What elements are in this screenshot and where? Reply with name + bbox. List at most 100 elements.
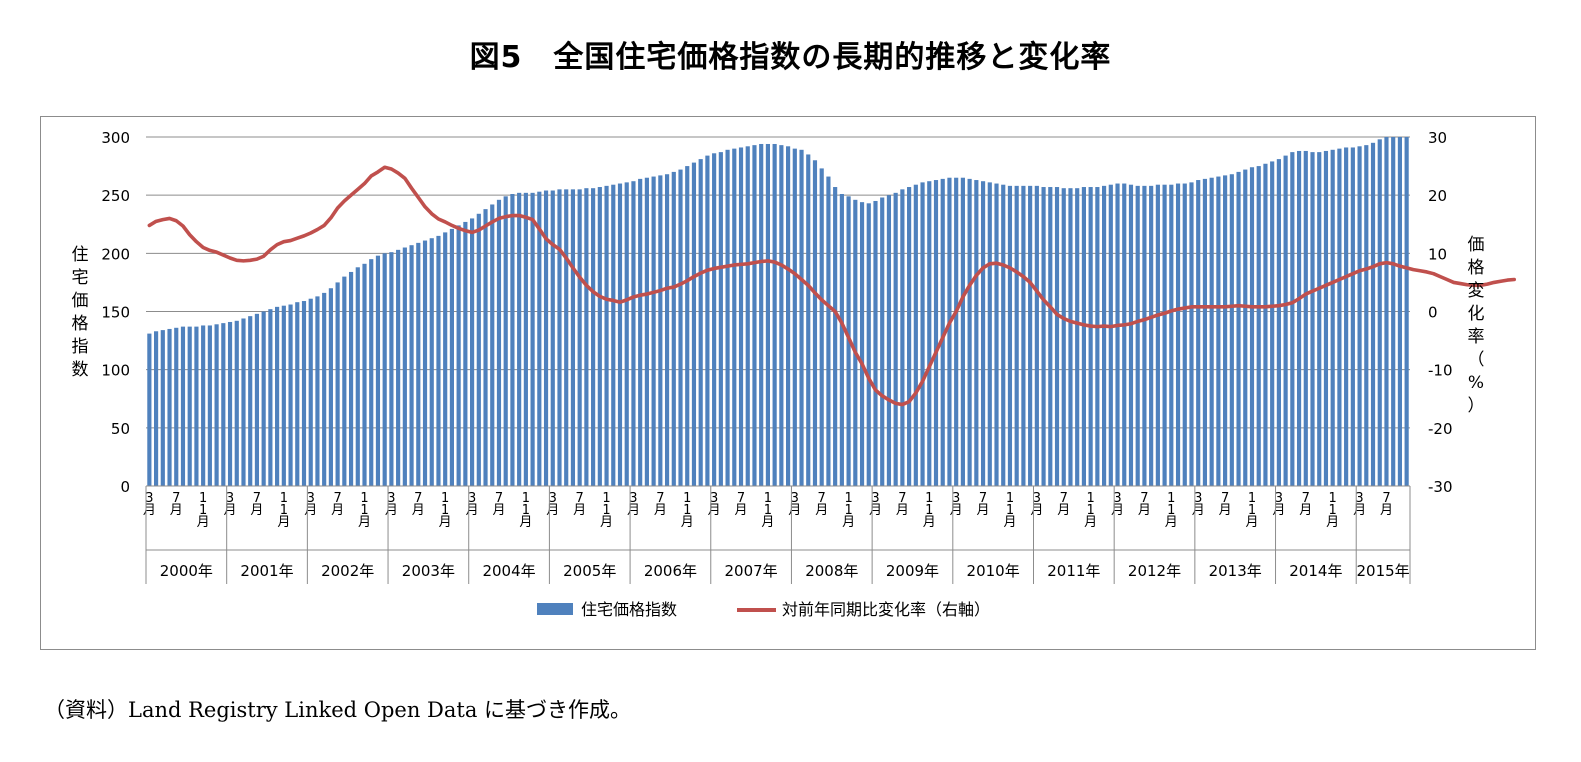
x-axis: 3月7月11月2000年3月7月11月2001年3月7月11月2002年3月7月… [143, 485, 1411, 584]
bar [248, 316, 253, 486]
bar [154, 331, 159, 486]
bar [705, 155, 710, 486]
month-label: 7月 [977, 491, 990, 518]
month-label-char: 月 [1003, 515, 1016, 530]
month-label: 11月 [923, 491, 936, 530]
bar [510, 194, 515, 486]
month-label-char: 月 [385, 503, 398, 518]
bar [974, 180, 979, 486]
bar [261, 311, 266, 486]
month-label-char: 3 [1113, 491, 1121, 506]
bar [947, 177, 952, 486]
month-label-char: 1 [764, 491, 772, 506]
bar [1001, 184, 1006, 487]
bar [873, 200, 878, 486]
bar [268, 309, 273, 486]
bar [1249, 167, 1255, 486]
bar [180, 326, 186, 486]
bar [543, 190, 549, 486]
year-label: 2004年 [482, 562, 535, 580]
bar [322, 292, 327, 486]
month-label-char: 7 [495, 491, 503, 506]
month-label-char: 3 [1275, 491, 1283, 506]
month-label: 3月 [627, 491, 640, 518]
bar [954, 177, 959, 486]
right-axis-title-char: 格 [1468, 258, 1485, 278]
year-label: 2014年 [1289, 562, 1342, 580]
bar [980, 181, 986, 486]
month-label-char: 3 [629, 491, 637, 506]
bar [859, 202, 865, 486]
bar [1068, 188, 1073, 487]
bar [389, 252, 394, 486]
bar [920, 182, 925, 486]
month-label-char: 月 [1299, 503, 1312, 518]
month-label-char: 3 [549, 491, 557, 506]
month-label-char: 月 [358, 515, 371, 530]
bar [880, 197, 885, 486]
month-label-char: 3 [145, 491, 153, 506]
bar [591, 188, 596, 487]
bar [658, 175, 663, 486]
bar [1377, 139, 1382, 486]
month-label-char: 月 [1245, 515, 1258, 530]
bar [1323, 150, 1329, 486]
source-note: （資料）Land Registry Linked Open Data に基づき作… [44, 698, 632, 722]
right-axis-title-char: 価 [1468, 235, 1485, 255]
month-label: 7月 [331, 491, 344, 518]
month-label-char: 7 [818, 491, 826, 506]
bar [664, 174, 670, 486]
month-label-char: 月 [1165, 515, 1178, 530]
month-label-char: 1 [602, 491, 610, 506]
bar [987, 182, 992, 486]
month-label: 7月 [735, 491, 748, 518]
bar [1256, 166, 1261, 487]
month-label-char: 月 [923, 515, 936, 530]
bar [839, 194, 844, 486]
bar [1041, 187, 1046, 487]
year-label: 2008年 [805, 562, 858, 580]
left-axis-title-char: 住 [72, 245, 89, 265]
year-label: 2002年 [321, 562, 374, 580]
month-label-char: 7 [737, 491, 745, 506]
bar [503, 196, 508, 486]
bar [1182, 183, 1187, 487]
right-tick-label: 20 [1428, 187, 1447, 205]
bar [799, 149, 804, 486]
month-label-char: 月 [896, 503, 909, 518]
month-label: 7月 [1380, 491, 1393, 518]
month-label: 7月 [815, 491, 828, 518]
month-label-char: 3 [710, 491, 718, 506]
bar [1397, 137, 1402, 486]
month-label: 3月 [869, 491, 882, 518]
month-label: 11月 [1326, 491, 1339, 530]
month-label-char: 1 [1167, 491, 1175, 506]
month-label-char: 月 [761, 515, 774, 530]
bar [1122, 183, 1127, 487]
bar [1223, 175, 1228, 486]
month-label-char: 1 [441, 503, 449, 518]
bar [1189, 182, 1194, 486]
month-label-char: 7 [979, 491, 987, 506]
month-label-char: 1 [1006, 491, 1014, 506]
month-label-char: 7 [333, 491, 341, 506]
bar [416, 242, 421, 486]
bar [712, 153, 717, 486]
year-label: 2011年 [1047, 562, 1100, 580]
bar [759, 143, 764, 487]
month-label: 3月 [224, 491, 237, 518]
bar [819, 168, 824, 486]
bar [725, 149, 730, 486]
bar [288, 304, 293, 486]
left-tick-label: 200 [101, 245, 130, 263]
bar [772, 143, 777, 487]
bar [1115, 183, 1120, 487]
right-axis-title-char: ） [1468, 396, 1485, 416]
month-label-char: 3 [1033, 491, 1041, 506]
month-label-char: 月 [1138, 503, 1151, 518]
month-label-char: 月 [977, 503, 990, 518]
month-label-char: 3 [1194, 491, 1202, 506]
month-label-char: 3 [226, 491, 234, 506]
bar [1048, 187, 1053, 487]
month-label-char: 3 [952, 491, 960, 506]
